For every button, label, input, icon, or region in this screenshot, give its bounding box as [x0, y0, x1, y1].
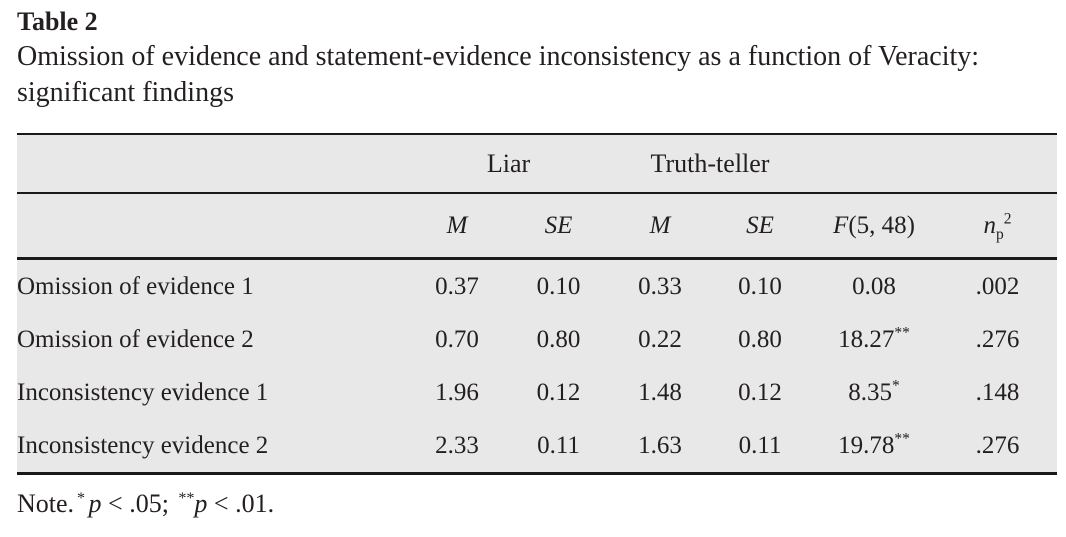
- note-threshold-01: < .01.: [207, 489, 275, 519]
- cell-m-truth: 1.63: [638, 431, 682, 459]
- statistics-table: Liar Truth-teller M SE M SE F(5, 48) np2…: [17, 133, 1058, 476]
- header-m-label: M: [649, 211, 671, 239]
- column-header-se-truth: SE: [710, 193, 811, 261]
- row-label: Omission of evidence 1: [17, 272, 254, 300]
- cell-m-truth: 0.22: [638, 325, 682, 353]
- cell-m-truth: 1.48: [638, 378, 682, 406]
- note-p-symbol: p: [88, 489, 102, 519]
- cell-se-truth: 0.11: [738, 431, 782, 459]
- cell-eta-value: .276: [975, 431, 1020, 459]
- row-label: Omission of evidence 2: [17, 325, 254, 353]
- column-header-m-truth: M: [610, 193, 710, 261]
- group-header-liar: Liar: [407, 134, 610, 195]
- cell-eta-value: .148: [975, 378, 1020, 406]
- header-m-label: M: [446, 211, 468, 239]
- cell-m-liar: 1.96: [435, 378, 479, 406]
- table-row-inconsistency-2: Inconsistency evidence 2 2.33 0.11 1.63 …: [17, 419, 1057, 474]
- eta-symbol: n: [983, 211, 997, 239]
- significance-stars: **: [894, 430, 910, 448]
- f-value: 8.35: [848, 378, 893, 406]
- cell-m-liar: 0.70: [435, 325, 479, 353]
- column-header-m-liar: M: [407, 193, 507, 261]
- group-header-truth-teller: Truth-teller: [610, 134, 811, 195]
- note-threshold-05: < .05;: [101, 489, 176, 519]
- cell-f-value: 19.78**: [810, 419, 938, 474]
- cell-eta-value: .002: [975, 272, 1020, 300]
- cell-f-value: 8.35*: [810, 366, 938, 419]
- cell-eta-value: .276: [975, 325, 1020, 353]
- note-double-star: **: [178, 489, 195, 507]
- table-row-omission-1: Omission of evidence 1 0.37 0.10 0.33 0.…: [17, 259, 1057, 314]
- row-label: Inconsistency evidence 2: [17, 431, 269, 459]
- cell-f-value: 18.27**: [810, 313, 938, 366]
- cell-se-liar: 0.80: [536, 325, 581, 353]
- group-header-row: Liar Truth-teller: [17, 134, 1058, 195]
- cell-se-liar: 0.11: [537, 431, 580, 459]
- header-se-label: SE: [544, 211, 573, 239]
- table-note: Note. * p < .05; **p < .01.: [17, 489, 1066, 519]
- significance-stars: **: [894, 324, 910, 342]
- eta-superscript: 2: [1003, 210, 1012, 228]
- table-caption: Omission of evidence and statement-evide…: [17, 41, 980, 108]
- table-row-omission-2: Omission of evidence 2 0.70 0.80 0.22 0.…: [17, 313, 1057, 366]
- paper-page: Table 2 Omission of evidence and stateme…: [17, 7, 1066, 519]
- note-prefix: Note.: [17, 489, 75, 519]
- column-header-f-statistic: F(5, 48): [810, 193, 939, 261]
- cell-m-liar: 0.37: [435, 272, 479, 300]
- empty-cell: [17, 134, 407, 195]
- f-value: 18.27: [838, 325, 895, 353]
- f-symbol: F: [833, 211, 849, 239]
- column-header-row: M SE M SE F(5, 48) np2: [17, 193, 1058, 261]
- note-single-star: *: [76, 489, 85, 507]
- f-value: 0.08: [852, 272, 896, 300]
- eta-subscript: p: [996, 225, 1004, 243]
- header-se-label: SE: [746, 211, 774, 239]
- f-value: 19.78: [838, 431, 895, 459]
- table-number-title: Table 2: [17, 7, 98, 36]
- f-degrees-of-freedom: (5, 48): [848, 211, 915, 239]
- cell-m-truth: 0.33: [638, 272, 682, 300]
- cell-m-liar: 2.33: [435, 431, 479, 459]
- cell-se-truth: 0.10: [738, 272, 782, 300]
- cell-se-truth: 0.12: [738, 378, 782, 406]
- cell-se-truth: 0.80: [738, 325, 782, 353]
- column-header-se-liar: SE: [507, 193, 610, 261]
- significance-stars: *: [892, 377, 900, 395]
- column-header-partial-eta-squared: np2: [938, 193, 1058, 261]
- empty-cell: [17, 193, 407, 261]
- row-label: Inconsistency evidence 1: [17, 378, 269, 406]
- cell-se-liar: 0.12: [536, 378, 581, 406]
- cell-f-value: 0.08: [810, 259, 938, 314]
- note-p-symbol: p: [194, 489, 208, 519]
- empty-cell: [810, 134, 1058, 195]
- table-row-inconsistency-1: Inconsistency evidence 1 1.96 0.12 1.48 …: [17, 366, 1057, 419]
- cell-se-liar: 0.10: [536, 272, 581, 300]
